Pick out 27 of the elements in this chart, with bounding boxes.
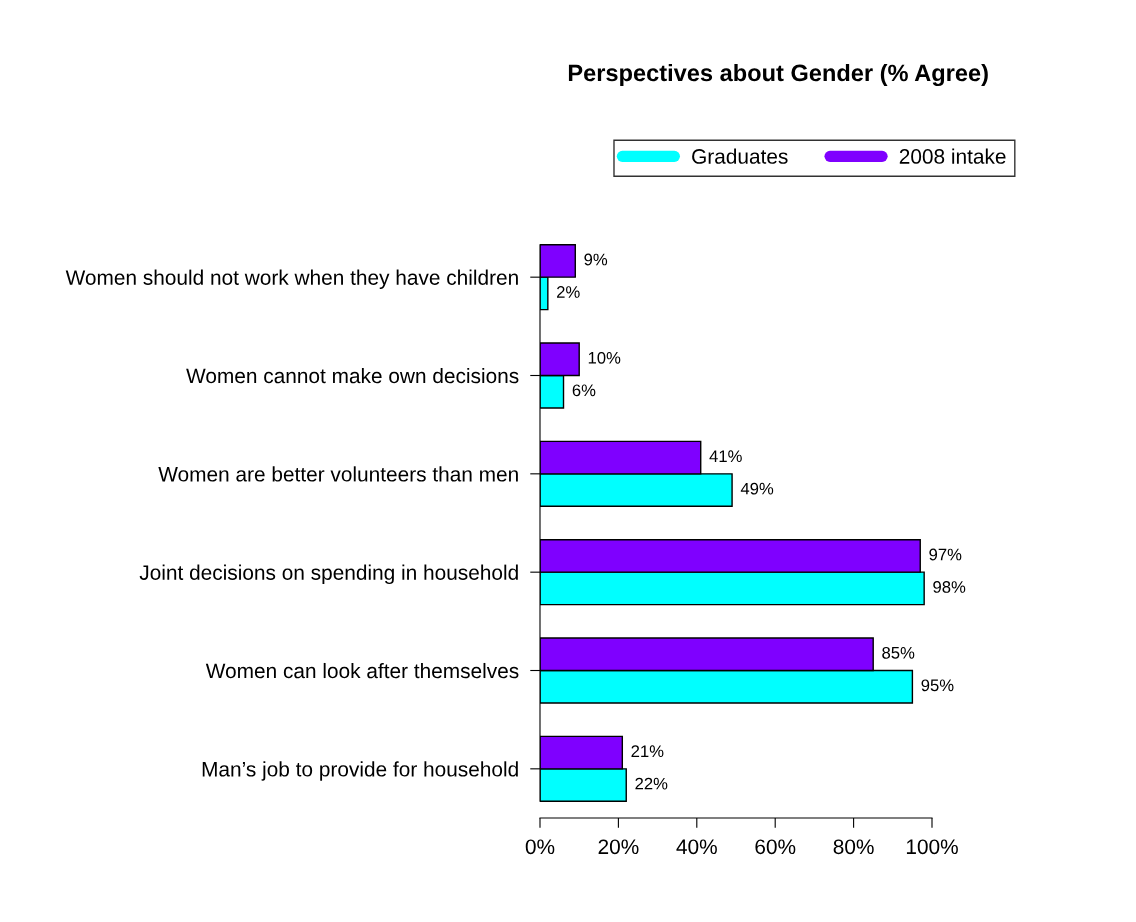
y-tick-label: Women are better volunteers than men <box>158 466 518 482</box>
y-tick-label: Joint decisions on spending in household <box>139 564 518 585</box>
data-label: 97% <box>929 548 962 561</box>
data-label: 9% <box>584 253 608 266</box>
data-label: 6% <box>572 384 596 397</box>
y-tick-label: Women cannot make own decisions <box>186 367 519 384</box>
x-tick-label: 80% <box>833 839 874 855</box>
legend-label: 2008 intake <box>899 148 1006 164</box>
y-tick-label: Women should not work when they have children <box>65 269 518 290</box>
chart-title: Perspectives about Gender (% Agree) <box>568 63 988 87</box>
y-tick-label: Man’s job to provide for household <box>202 761 518 781</box>
data-label: 41% <box>709 450 742 463</box>
y-tick-label: Women can look after themselves <box>205 662 519 679</box>
x-tick-label: 0% <box>525 839 555 855</box>
data-label: 98% <box>933 581 966 593</box>
legend-label: Graduates <box>692 148 788 164</box>
data-label: 49% <box>740 482 774 495</box>
data-label: 85% <box>882 646 915 659</box>
x-tick-label: 60% <box>755 839 796 855</box>
data-label: 21% <box>631 745 664 758</box>
data-label: 2% <box>557 286 580 298</box>
data-label: 22% <box>635 777 668 790</box>
x-tick-label: 40% <box>676 839 717 855</box>
data-label: 95% <box>921 679 954 692</box>
x-tick-label: 100% <box>906 839 958 855</box>
data-label: 10% <box>588 351 621 364</box>
x-tick-label: 20% <box>598 839 639 855</box>
